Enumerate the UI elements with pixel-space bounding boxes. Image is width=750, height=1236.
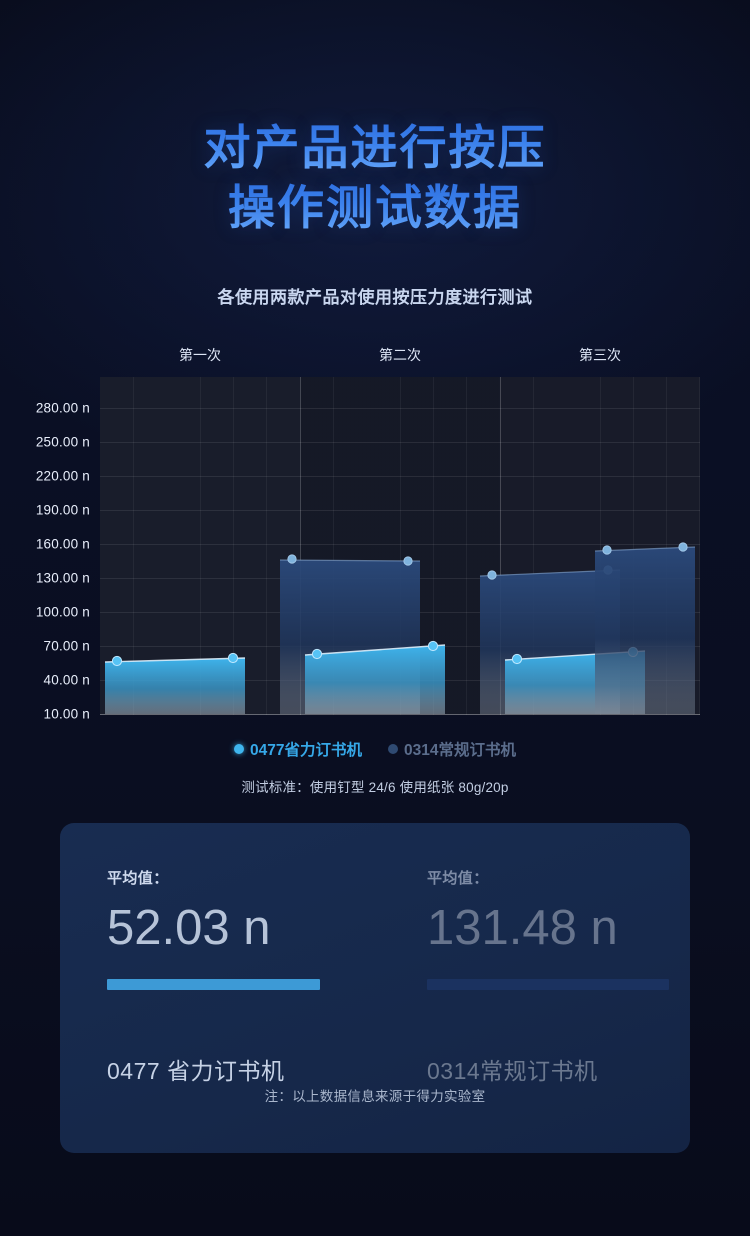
legend-label-secondary: 0314常规订书机 [404,742,516,759]
title-line-2: 操作测试数据 [0,178,750,238]
y-tick-40: 40.00 n [43,672,90,688]
legend-dot-icon-primary [234,744,245,754]
y-tick-190: 190.00 n [35,502,90,518]
y-tick-70: 70.00 n [43,638,90,654]
summary-column-primary: 平均值： 52.03 n 0477 省力订书机 [107,867,367,1086]
legend-item-primary[interactable]: 0477省力订书机 [234,738,362,760]
legend-dot-icon-secondary [388,744,398,754]
avg-label-primary: 平均值： [107,870,169,887]
summary-card: 平均值： 52.03 n 0477 省力订书机 平均值： 131.48 n 03… [60,823,690,1153]
group-label-3: 第三次 [579,347,621,363]
plot-area [100,377,700,715]
legend-item-secondary[interactable]: 0314常规订书机 [388,738,516,760]
y-axis: 280.00 n 250.00 n 220.00 n 190.00 n 160.… [0,373,96,722]
card-footnote: 注：以上数据信息来源于得力实验室 [264,1089,486,1104]
bar-group-1-primary [104,652,246,714]
group-label-1: 第一次 [179,347,221,363]
x-axis-line [100,714,700,715]
y-tick-280: 280.00 n [35,400,90,416]
product-name-primary: 0477 省力订书机 [107,1058,285,1084]
bar-group-3-secondary [594,542,696,714]
page-title: 对产品进行按压 操作测试数据 [0,118,750,238]
chart-bars [104,542,696,714]
legend-label-primary: 0477省力订书机 [250,742,362,759]
title-line-1: 对产品进行按压 [0,118,750,178]
avg-value-secondary: 131.48 n [427,901,618,955]
chart: 第一次 第二次 第三次 280.00 n 250.00 n 220.00 n 1… [0,345,750,722]
y-tick-250: 250.00 n [35,434,90,450]
avg-underline-secondary [427,979,669,990]
page-subtitle: 各使用两款产品对使用按压力度进行测试 [217,288,533,307]
summary-column-secondary: 平均值： 131.48 n 0314常规订书机 [427,867,687,1086]
group-label-2: 第二次 [379,347,421,363]
bar-group-2-primary [304,640,446,714]
y-tick-100: 100.00 n [35,604,90,620]
chart-legend: 0477省力订书机 0314常规订书机 [0,738,750,760]
product-name-secondary: 0314常规订书机 [427,1058,598,1084]
avg-underline-primary [107,979,320,990]
y-tick-130: 130.00 n [35,570,90,586]
chart-group-labels: 第一次 第二次 第三次 [0,345,750,373]
y-tick-10: 10.00 n [43,706,90,722]
avg-label-secondary: 平均值： [427,870,489,887]
avg-value-primary: 52.03 n [107,901,271,955]
y-tick-220: 220.00 n [35,468,90,484]
test-standard-text: 测试标准：使用钉型 24/6 使用纸张 80g/20p [241,780,509,795]
y-tick-160: 160.00 n [35,536,90,552]
